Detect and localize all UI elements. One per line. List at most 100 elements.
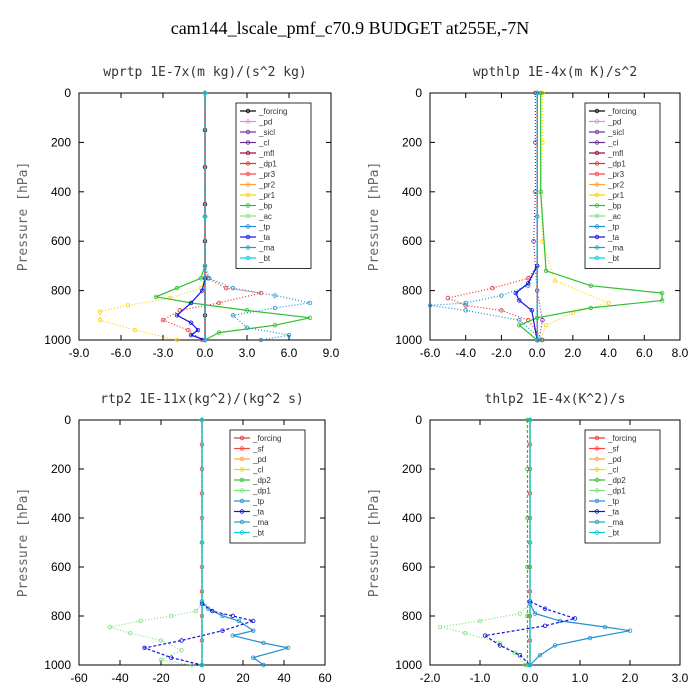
- legend-entry: _sf: [252, 445, 264, 454]
- data-point: [525, 613, 530, 619]
- legend-marker: [594, 171, 600, 177]
- data-point: [97, 318, 103, 323]
- data-point: [587, 635, 593, 641]
- data-point: [517, 653, 523, 658]
- data-point: [272, 305, 278, 311]
- legend-entry: _bp: [258, 202, 273, 211]
- legend-entry: _ta: [252, 508, 265, 517]
- legend-entry: _tp: [258, 223, 271, 232]
- data-point: [557, 618, 563, 624]
- legend-marker: [245, 150, 251, 156]
- data-point: [572, 616, 578, 621]
- series-line-dp1: [109, 603, 203, 666]
- legend-entry: _mfl: [607, 149, 623, 158]
- y-tick-label: 200: [51, 462, 71, 476]
- data-point: [188, 320, 194, 325]
- data-point: [272, 322, 278, 328]
- data-point: [497, 643, 503, 648]
- x-tick-label: 8.0: [672, 346, 689, 360]
- data-point: [230, 633, 235, 638]
- data-point: [588, 283, 593, 288]
- y-axis-label: Pressure [hPa]: [16, 488, 31, 598]
- data-point: [427, 303, 433, 308]
- y-tick-label: 400: [51, 185, 71, 199]
- y-tick-label: 600: [402, 560, 422, 574]
- legend-entry: _bt: [258, 254, 271, 263]
- data-point: [512, 650, 518, 655]
- y-axis-label: Pressure [hPa]: [367, 162, 382, 272]
- legend-entry: _bp: [607, 202, 622, 211]
- legend-marker: [594, 530, 600, 535]
- legend-entry: _ma: [252, 518, 269, 527]
- data-point: [463, 300, 468, 306]
- legend-entry: _cl: [607, 139, 618, 148]
- data-point: [526, 276, 531, 281]
- data-point: [527, 540, 533, 545]
- legend-marker: [239, 456, 245, 462]
- data-point: [525, 515, 530, 521]
- plot-frame: [429, 92, 681, 341]
- y-axis-label: Pressure [hPa]: [367, 488, 382, 598]
- legend-marker: [594, 245, 600, 250]
- legend-entry: _sicl: [258, 128, 275, 137]
- data-point: [437, 624, 443, 630]
- series-line-tp: [529, 603, 631, 666]
- legend-marker: [239, 477, 245, 483]
- legend-marker: [594, 213, 600, 219]
- x-tick-label: 0.0: [197, 346, 214, 360]
- data-point: [532, 611, 538, 616]
- data-point: [538, 189, 543, 194]
- data-point: [251, 618, 256, 624]
- data-point: [307, 315, 313, 320]
- legend-marker: [245, 182, 251, 187]
- data-point: [158, 638, 164, 643]
- x-tick-label: -20: [152, 671, 170, 685]
- legend-entry: _ma: [258, 244, 275, 253]
- legend-marker: [245, 119, 251, 124]
- data-point: [463, 308, 468, 313]
- data-point: [199, 540, 205, 545]
- y-tick-label: 200: [402, 462, 422, 476]
- legend-marker: [245, 255, 251, 261]
- plot-frame: [429, 419, 681, 666]
- x-tick-label: 9.0: [323, 346, 340, 360]
- series-line-bp: [153, 265, 311, 341]
- legend-entry: _pd: [258, 118, 272, 127]
- legend-entry: _tp: [252, 497, 265, 506]
- legend-marker: [594, 467, 600, 472]
- series-line-tp: [429, 265, 543, 341]
- data-point: [230, 285, 236, 291]
- series-line-bp: [518, 93, 663, 341]
- y-tick-label: 800: [402, 609, 422, 623]
- data-point: [527, 662, 533, 668]
- y-tick-label: 400: [402, 185, 422, 199]
- x-tick-label: -1.0: [470, 671, 491, 685]
- data-point: [482, 633, 488, 638]
- legend-marker: [594, 498, 600, 504]
- series-line-pr1: [540, 93, 611, 341]
- data-point: [588, 305, 593, 311]
- x-tick-label: 40: [277, 671, 291, 685]
- data-point: [185, 327, 191, 333]
- y-tick-label: 1000: [395, 333, 422, 347]
- legend-entry: _forcing: [607, 434, 636, 443]
- legend-marker: [239, 509, 245, 514]
- data-point: [138, 618, 143, 624]
- legend-marker: [594, 234, 600, 240]
- y-tick-label: 800: [51, 284, 71, 298]
- data-point: [188, 332, 194, 338]
- legend-marker: [594, 446, 600, 451]
- legend-marker: [239, 488, 245, 493]
- x-tick-label: 2.0: [622, 671, 639, 685]
- legend-entry: _ta: [607, 508, 620, 517]
- series-line-dp1: [161, 265, 262, 341]
- data-point: [490, 285, 495, 291]
- data-point: [206, 276, 212, 281]
- data-point: [517, 322, 522, 328]
- series-line-pr1: [99, 278, 206, 341]
- legend-entry: _dp2: [252, 476, 271, 485]
- panel-title: thlp2 1E-4x(K^2)/s: [485, 392, 626, 407]
- legend-entry: _sf: [607, 445, 619, 454]
- data-point: [513, 290, 518, 296]
